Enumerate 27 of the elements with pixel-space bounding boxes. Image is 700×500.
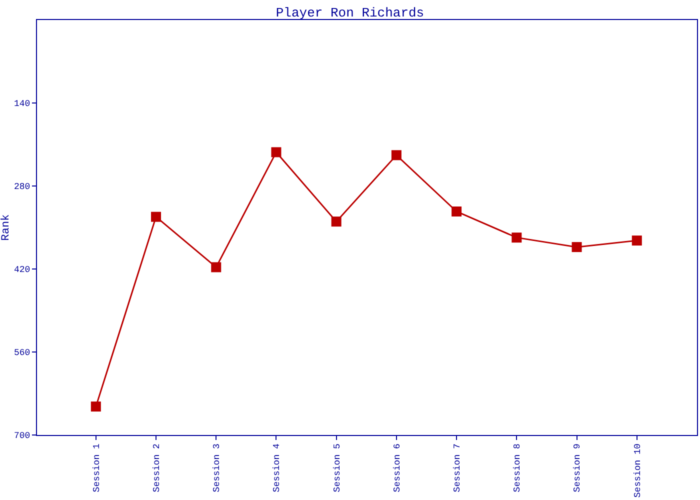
point [211,262,222,272]
point [452,206,462,216]
y-tick-label: 420 [14,265,30,276]
y-tick-label: 280 [14,182,30,192]
x-tick-label: Session 8 [512,444,523,492]
y-tick-label: 140 [14,99,30,110]
x-tick-label: Session 9 [572,444,583,492]
point [90,402,101,412]
x-tick-label: Session 2 [152,444,162,492]
y-tick-label: 560 [14,348,30,358]
point [391,150,402,160]
point [151,212,162,222]
x-tick-label: Session 4 [272,444,282,492]
chart-title: Player Ron Richards [276,6,424,21]
x-tick-label: Session 1 [92,444,102,492]
x-tick-label: Session 5 [332,444,342,492]
y-tick-label: 700 [14,431,30,442]
x-tick-label: Session 6 [392,444,402,492]
point [632,236,642,246]
x-tick-label: Session 7 [452,444,462,492]
x-tick-label: Session 3 [212,444,222,492]
y-axis-title: Rank [0,214,13,241]
point [512,232,522,243]
point [271,147,282,158]
point [331,216,342,227]
x-tick-label: Session 10 [632,444,643,498]
point [572,242,582,252]
